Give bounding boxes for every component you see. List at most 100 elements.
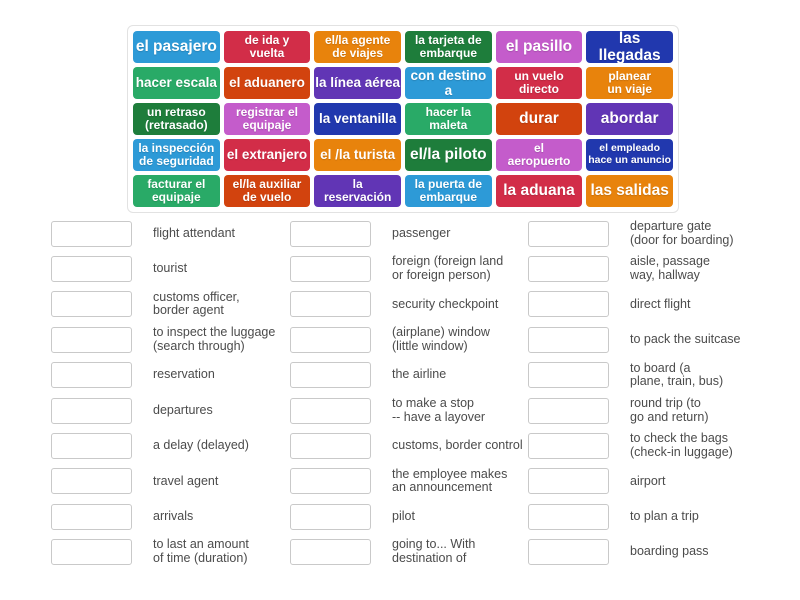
match-column-2: passenger foreign (foreign land or forei… (290, 216, 542, 570)
match-row: a delay (delayed) (51, 428, 303, 463)
match-row: (airplane) window (little window) (290, 322, 542, 357)
match-row: reservation (51, 358, 303, 393)
match-label: tourist (153, 261, 188, 276)
answer-slot[interactable] (528, 468, 609, 495)
answer-slot[interactable] (528, 291, 609, 318)
match-column-1: flight attendant tourist customs officer… (51, 216, 303, 570)
answer-slot[interactable] (528, 220, 609, 247)
answer-slot[interactable] (528, 326, 609, 353)
match-row: to inspect the luggage (search through) (51, 322, 303, 357)
word-tile[interactable]: hacer la maleta (404, 103, 492, 135)
answer-slot[interactable] (51, 256, 132, 283)
answer-slot[interactable] (51, 291, 132, 318)
answer-slot[interactable] (528, 397, 609, 424)
word-tile[interactable]: el aeropuerto (495, 139, 583, 171)
answer-slot[interactable] (290, 326, 371, 353)
answer-slot[interactable] (51, 397, 132, 424)
match-label: customs officer, border agent (153, 289, 240, 318)
word-tile[interactable]: la ventanilla (314, 103, 401, 135)
match-label: to check the bags (check-in luggage) (630, 431, 733, 460)
match-row: flight attendant (51, 216, 303, 251)
answer-slot[interactable] (528, 256, 609, 283)
word-tile[interactable]: la aduana (495, 175, 583, 207)
match-label: foreign (foreign land or foreign person) (392, 254, 504, 283)
word-tile[interactable]: el pasajero (133, 31, 220, 63)
answer-slot[interactable] (290, 220, 371, 247)
word-tile[interactable]: las salidas (586, 175, 673, 207)
word-tile[interactable]: abordar (586, 103, 673, 135)
match-label: (airplane) window (little window) (392, 325, 490, 353)
match-row: to pack the suitcase (528, 322, 780, 357)
match-row: the employee makes an announcement (290, 464, 542, 499)
word-tile[interactable]: hacer escala (133, 67, 220, 99)
answer-slot[interactable] (51, 326, 132, 353)
match-label: to board (a plane, train, bus) (630, 360, 724, 389)
word-tile[interactable]: planear un viaje (586, 67, 673, 99)
match-row: to make a stop -- have a layover (290, 393, 542, 428)
match-label: flight attendant (153, 225, 236, 240)
word-tile[interactable]: el empleado hace un anuncio (586, 139, 673, 171)
match-label: to pack the suitcase (630, 331, 741, 346)
match-label: pilot (392, 508, 415, 523)
match-label: going to... With destination of (392, 537, 476, 566)
word-tile[interactable]: el aduanero (223, 67, 311, 99)
answer-slot[interactable] (290, 503, 371, 530)
word-tile[interactable]: registrar el equipaje (223, 103, 311, 135)
match-label: security checkpoint (392, 296, 499, 311)
word-tile[interactable]: la puerta de embarque (404, 175, 492, 207)
answer-slot[interactable] (290, 291, 371, 318)
match-label: the airline (392, 367, 447, 382)
match-label: round trip (to go and return) (630, 395, 709, 424)
word-tile[interactable]: el/la auxiliar de vuelo (223, 175, 311, 207)
word-tile[interactable]: un retraso (retrasado) (133, 103, 220, 135)
match-label: to plan a trip (630, 508, 699, 523)
answer-slot[interactable] (51, 220, 132, 247)
word-tile[interactable]: el/la agente de viajes (314, 31, 401, 63)
answer-slot[interactable] (528, 503, 609, 530)
match-label: to inspect the luggage (search through) (153, 325, 276, 353)
match-label: arrivals (153, 508, 194, 523)
match-label: to last an amount of time (duration) (153, 537, 249, 566)
answer-slot[interactable] (528, 433, 609, 460)
answer-slot[interactable] (290, 362, 371, 389)
word-tile[interactable]: de ida y vuelta (223, 31, 311, 63)
word-tile[interactable]: la inspección de seguridad (133, 139, 220, 171)
match-row: airport (528, 464, 780, 499)
answer-slot[interactable] (290, 397, 371, 424)
word-tile[interactable]: el /la turista (314, 139, 401, 171)
word-tile[interactable]: con destino a (404, 67, 492, 99)
answer-slot[interactable] (290, 433, 371, 460)
word-tile[interactable]: facturar el equipaje (133, 175, 220, 207)
match-row: departures (51, 393, 303, 428)
word-tile[interactable]: el pasillo (495, 31, 583, 63)
word-tile[interactable]: el extranjero (223, 139, 311, 171)
word-tile[interactable]: durar (495, 103, 583, 135)
answer-slot[interactable] (528, 539, 609, 566)
answer-slot[interactable] (51, 433, 132, 460)
answer-slot[interactable] (51, 503, 132, 530)
match-row: arrivals (51, 499, 303, 534)
match-row: passenger (290, 216, 542, 251)
answer-slot[interactable] (290, 256, 371, 283)
answer-slot[interactable] (290, 468, 371, 495)
word-tile[interactable]: la tarjeta de embarque (404, 31, 492, 63)
match-label: aisle, passage way, hallway (630, 254, 710, 283)
answer-slot[interactable] (51, 362, 132, 389)
word-tile[interactable]: el/la piloto (404, 139, 492, 171)
match-label: departures (153, 402, 213, 417)
match-row: pilot (290, 499, 542, 534)
word-tile[interactable]: un vuelo directo (495, 67, 583, 99)
answer-slot[interactable] (528, 362, 609, 389)
answer-slot[interactable] (51, 468, 132, 495)
match-label: the employee makes an announcement (392, 466, 508, 495)
word-tile[interactable]: la reservación (314, 175, 401, 207)
word-tile[interactable]: la línea aérea (314, 67, 401, 99)
match-row: security checkpoint (290, 287, 542, 322)
match-label: passenger (392, 225, 451, 240)
match-row: boarding pass (528, 535, 780, 570)
word-tile[interactable]: las llegadas (586, 31, 673, 63)
match-row: departure gate (door for boarding) (528, 216, 780, 251)
answer-slot[interactable] (51, 539, 132, 566)
answer-slot[interactable] (290, 539, 371, 566)
match-label: direct flight (630, 296, 691, 311)
